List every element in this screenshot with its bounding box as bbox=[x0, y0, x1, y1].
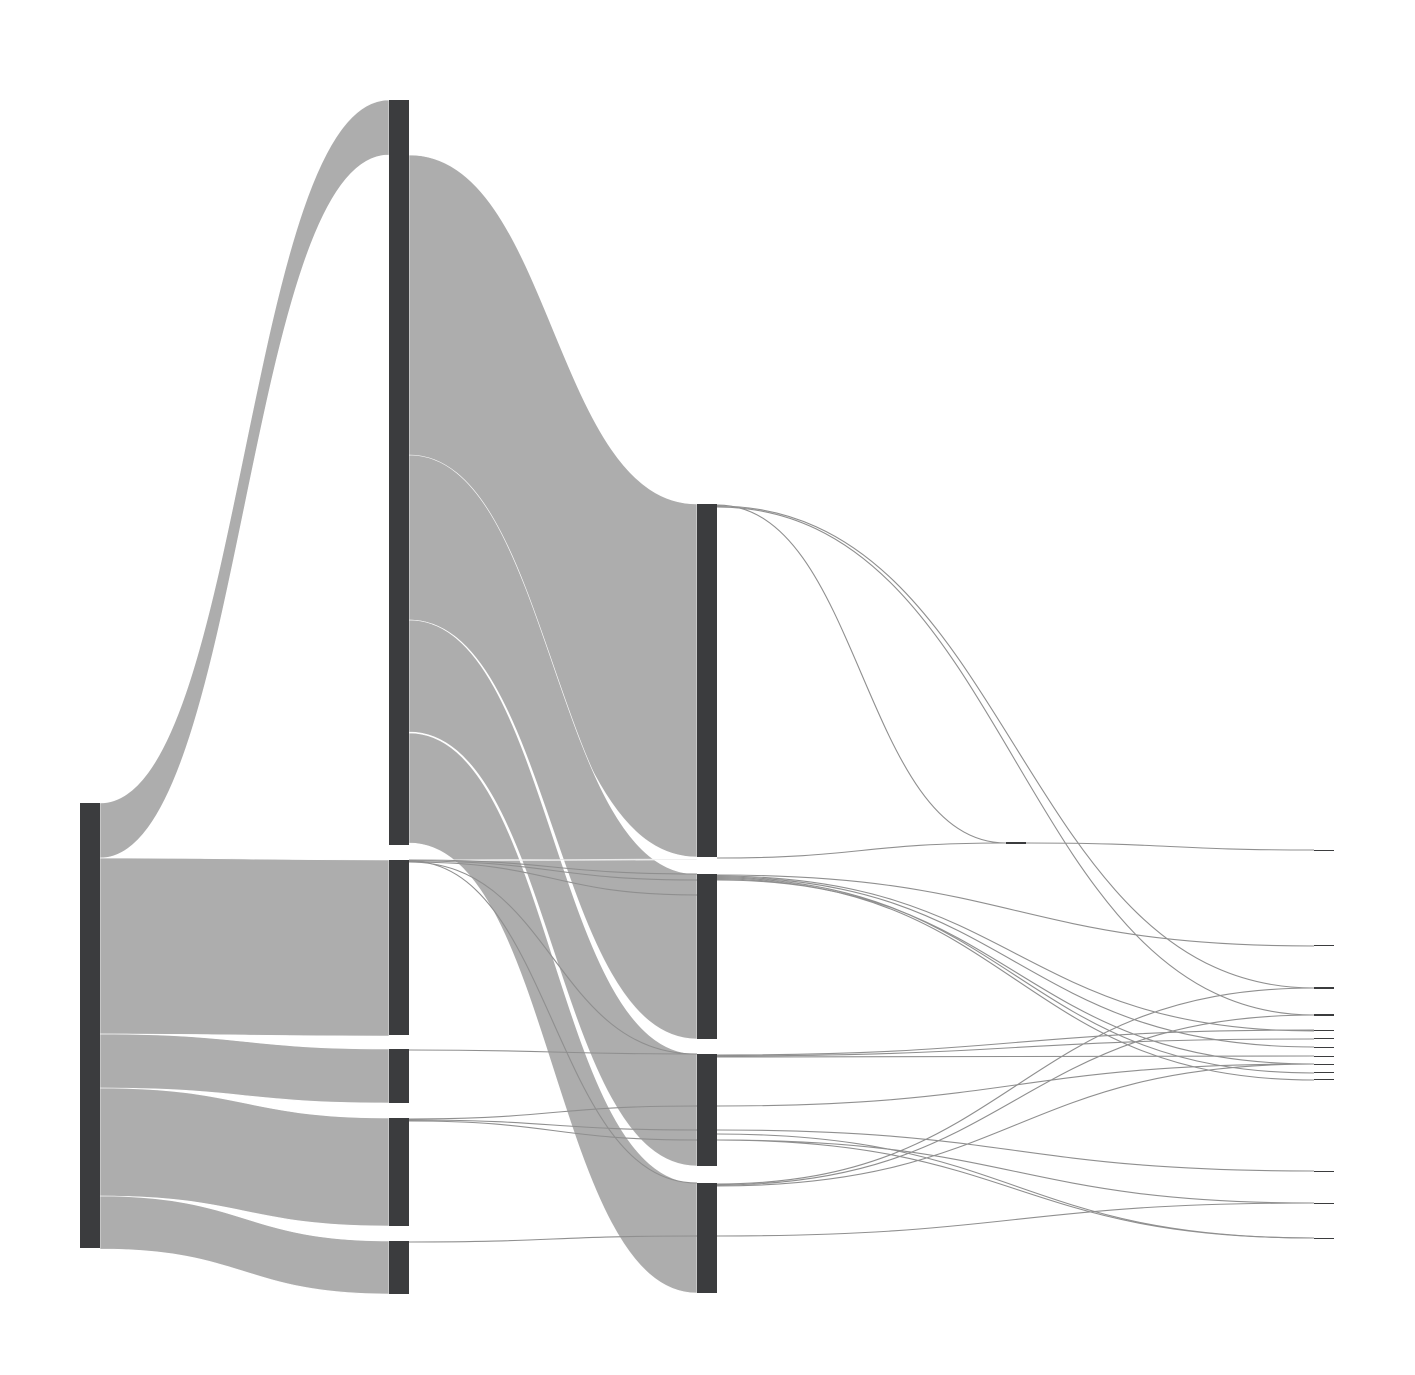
thin-link-1 bbox=[408, 859, 698, 875]
node-t7 bbox=[1314, 1047, 1334, 1048]
link-band-10 bbox=[408, 858, 698, 862]
thin-link-14 bbox=[716, 842, 1007, 859]
thin-link-2 bbox=[408, 860, 698, 881]
node-t11 bbox=[1314, 1079, 1334, 1080]
node-t8 bbox=[1314, 1056, 1334, 1057]
thin-link-7 bbox=[408, 1105, 698, 1120]
node-t12 bbox=[1314, 1171, 1334, 1172]
thin-link-5 bbox=[408, 860, 698, 1184]
node-t4 bbox=[1314, 1014, 1334, 1016]
thin-link-17 bbox=[716, 875, 1315, 1032]
node-n0 bbox=[80, 803, 100, 1248]
thin-link-11 bbox=[716, 504, 1007, 844]
thin-link-19 bbox=[716, 877, 1315, 1074]
thin-link-22 bbox=[716, 1029, 1315, 1056]
node-t1 bbox=[1314, 850, 1334, 851]
thin-link-21 bbox=[716, 879, 1315, 1065]
thin-link-4 bbox=[408, 861, 698, 1055]
thin-link-29 bbox=[716, 1129, 1315, 1172]
node-t13 bbox=[1314, 1203, 1334, 1204]
thin-link-13 bbox=[716, 506, 1315, 1016]
thin-link-16 bbox=[716, 874, 1315, 947]
thin-link-6 bbox=[408, 1049, 698, 1055]
node-n5 bbox=[389, 1241, 409, 1294]
node-n6 bbox=[697, 504, 717, 857]
link-bands bbox=[99, 99, 698, 1295]
node-t5 bbox=[1314, 1030, 1334, 1031]
thin-link-26 bbox=[716, 1014, 1315, 1186]
node-n7 bbox=[697, 874, 717, 1039]
node-n1 bbox=[389, 100, 409, 845]
thin-link-8 bbox=[408, 1119, 698, 1131]
nodes bbox=[80, 100, 1334, 1294]
thin-link-30 bbox=[716, 1139, 1315, 1204]
thin-link-18 bbox=[716, 876, 1315, 1048]
node-n4 bbox=[389, 1118, 409, 1226]
node-t9 bbox=[1314, 1064, 1334, 1065]
node-t3 bbox=[1314, 987, 1334, 989]
thin-link-25 bbox=[716, 987, 1315, 1185]
thin-link-23 bbox=[716, 1038, 1315, 1057]
thin-link-31 bbox=[716, 1202, 1315, 1237]
thin-link-12 bbox=[716, 505, 1315, 989]
node-t14 bbox=[1314, 1238, 1334, 1239]
thin-links bbox=[408, 504, 1315, 1243]
node-n9 bbox=[697, 1183, 717, 1293]
thin-link-10 bbox=[408, 1235, 698, 1243]
thin-link-27 bbox=[716, 1063, 1315, 1187]
thin-link-28 bbox=[716, 1063, 1315, 1107]
thin-link-15 bbox=[1025, 842, 1315, 851]
thin-link-9 bbox=[408, 1120, 698, 1141]
node-n3 bbox=[389, 1049, 409, 1103]
node-n2 bbox=[389, 860, 409, 1035]
thin-link-3 bbox=[408, 861, 698, 896]
node-n8 bbox=[697, 1054, 717, 1166]
thin-link-24 bbox=[716, 1055, 1315, 1058]
link-band-2 bbox=[99, 857, 390, 1037]
thin-link-33 bbox=[716, 1133, 1315, 1239]
node-t10 bbox=[1314, 1072, 1334, 1073]
node-t6 bbox=[1314, 1038, 1334, 1039]
node-t2 bbox=[1314, 945, 1334, 946]
node-n10 bbox=[1006, 842, 1026, 844]
